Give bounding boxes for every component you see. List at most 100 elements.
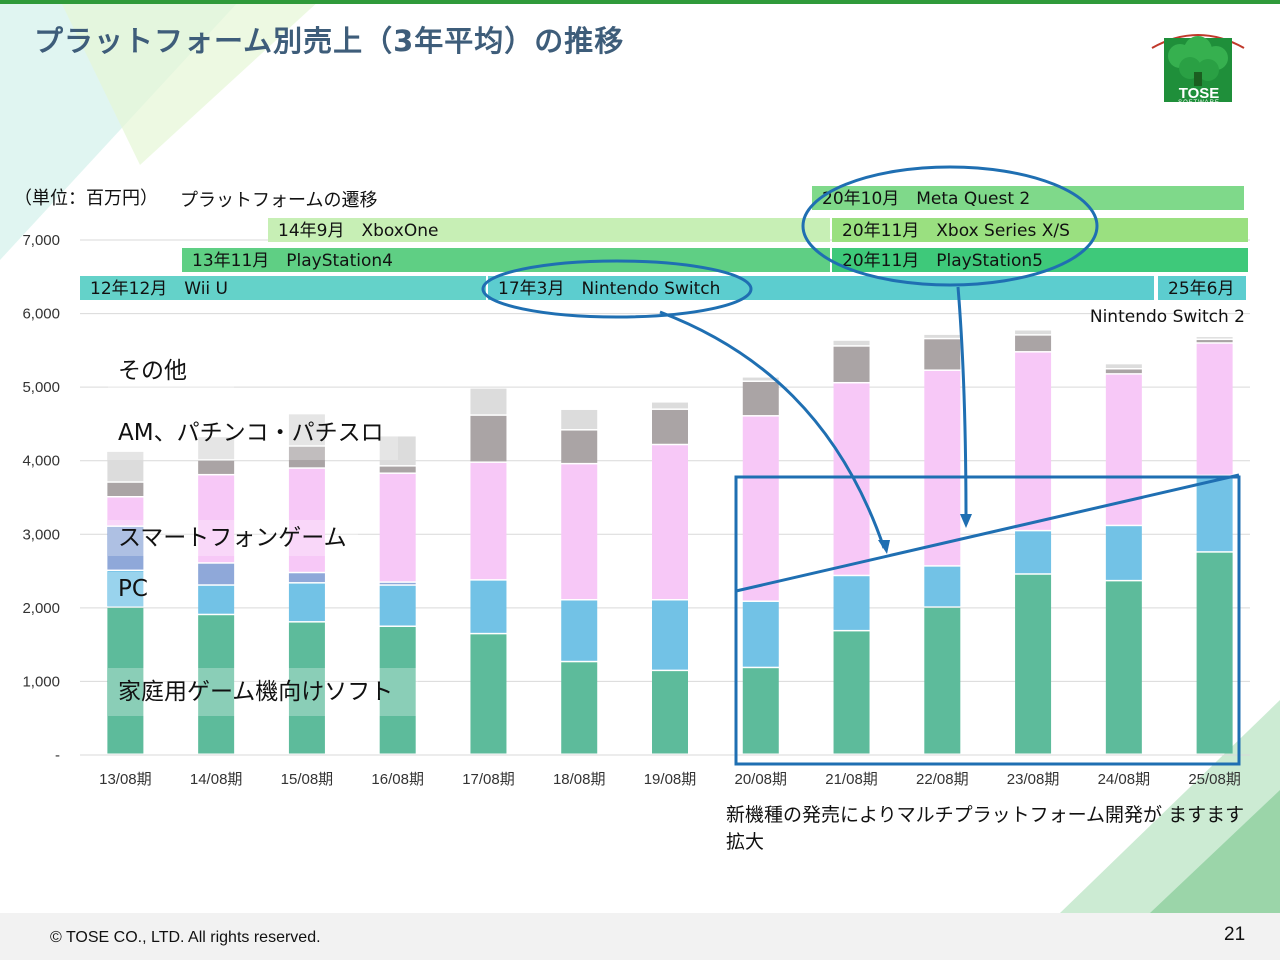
bar-segment: [198, 437, 235, 460]
series-label: 家庭用ゲーム機向けソフト: [118, 679, 393, 705]
bar-segment: [1196, 343, 1233, 475]
x-tick-label: 22/08期: [916, 771, 969, 788]
bar-segment: [561, 662, 598, 754]
bar-segment: [107, 482, 144, 496]
bar-segment: [742, 668, 779, 754]
bar-segment: [652, 409, 688, 444]
arrow-new-consoles: [956, 286, 968, 521]
switch-ellipse: [481, 259, 753, 319]
bar-segment: [833, 576, 870, 630]
legend-halo: [108, 572, 158, 606]
bar-segment: [1015, 531, 1052, 574]
platform-band: [812, 186, 1244, 210]
bar-segment: [1105, 581, 1142, 754]
bar-segment: [107, 497, 144, 526]
series-label: AM、パチンコ・パチスロ: [118, 420, 384, 446]
bar-segment: [379, 473, 416, 582]
series-label: PC: [118, 576, 148, 602]
bar-segment: [379, 585, 416, 626]
bar-segment: [470, 388, 507, 415]
bar-segment: [107, 571, 144, 607]
bar-segment: [288, 414, 325, 446]
y-tick-label: 7,000: [22, 232, 60, 249]
logo-subtitle: SOFTWARE: [1178, 100, 1220, 106]
platform-band: [1158, 276, 1246, 300]
unit-label: （単位：百万円）: [14, 188, 158, 209]
y-tick-label: 6,000: [22, 306, 60, 323]
bar-segment: [652, 600, 688, 670]
annotation-note: 新機種の発売によりマルチプラットフォーム開発が ますます拡大: [726, 804, 1245, 853]
bar-segment: [924, 339, 961, 370]
platform-band: [832, 218, 1248, 242]
tose-logo: [1151, 34, 1245, 102]
bar-segment: [288, 583, 325, 622]
bar-segment: [742, 377, 779, 381]
logo-name: TOSE: [1178, 85, 1220, 102]
legend-halo: [108, 668, 418, 716]
bar-segment: [470, 415, 507, 462]
bar-segment: [470, 462, 507, 580]
platform-band-label: 13年11月 PlayStation4: [192, 251, 393, 271]
platform-sales-chart: 20年10月 Meta Quest 2 14年9月 XboxOne 20年11月 X…: [22, 165, 1250, 788]
bar-segment: [1015, 330, 1052, 335]
platform-band-label: 20年11月 Xbox Series X/S: [842, 221, 1070, 241]
bar-segment: [198, 460, 235, 474]
bar-segment: [107, 451, 144, 482]
y-tick-label: -: [55, 747, 60, 764]
bar-segment: [924, 370, 961, 566]
bar-segment: [198, 563, 235, 585]
bar-segment: [379, 626, 416, 754]
x-tick-label: 21/08期: [825, 771, 878, 788]
arrow-head-switch: [878, 540, 890, 554]
bar-segment: [924, 607, 961, 754]
footer-bar: [0, 913, 1280, 960]
bar-segment: [742, 601, 779, 667]
bar-segment: [742, 381, 779, 416]
bar-segment: [833, 631, 870, 754]
bar-segment: [288, 622, 325, 754]
bar-segment: [742, 416, 779, 601]
bar-segment: [924, 566, 961, 607]
bar-segment: [470, 580, 507, 633]
highlight-box: [734, 475, 1241, 766]
bar-segment: [288, 573, 325, 583]
bar-segment: [470, 634, 507, 754]
legend-halo: [108, 360, 234, 390]
arrow-head-new-consoles: [960, 514, 972, 528]
bar-segment: [1015, 574, 1052, 754]
bar-segment: [1015, 352, 1052, 530]
bar-segment: [379, 582, 416, 585]
bar-segment: [561, 464, 598, 599]
bar-segment: [1105, 526, 1142, 580]
bar-segment: [924, 334, 961, 338]
platform-band: [832, 248, 1248, 272]
bar-segment: [1196, 340, 1233, 343]
switch2-label: Nintendo Switch 2: [1090, 307, 1245, 327]
platform-band: [80, 276, 486, 300]
page-number: 21: [1224, 924, 1246, 945]
bar-segment: [652, 402, 688, 409]
bar-segment: [1105, 369, 1142, 374]
x-tick-label: 13/08期: [99, 771, 152, 788]
bar-segment: [561, 600, 598, 661]
x-tick-label: 19/08期: [644, 771, 697, 788]
platform-band: [182, 248, 830, 272]
bar-segment: [1196, 552, 1233, 754]
y-tick-label: 5,000: [22, 379, 60, 396]
arrow-switch: [659, 310, 886, 549]
page-title: プラットフォーム別売上（3年平均）の推移: [34, 24, 625, 58]
x-tick-label: 15/08期: [281, 771, 334, 788]
growth-trend-line: [735, 473, 1240, 593]
bar-segment: [107, 526, 144, 570]
platform-transition-label: プラットフォームの遷移: [180, 190, 378, 211]
bar-segment: [561, 409, 598, 430]
bar-segment: [198, 475, 235, 563]
bar-segment: [288, 468, 325, 572]
platform-band-label: 25年6月: [1168, 279, 1234, 299]
y-tick-label: 1,000: [22, 673, 60, 690]
platform-band-label: 20年11月 PlayStation5: [842, 251, 1043, 271]
x-tick-label: 14/08期: [190, 771, 243, 788]
bar-segment: [833, 383, 870, 575]
x-tick-label: 16/08期: [371, 771, 424, 788]
platform-band-label: 14年9月 XboxOne: [278, 221, 438, 241]
